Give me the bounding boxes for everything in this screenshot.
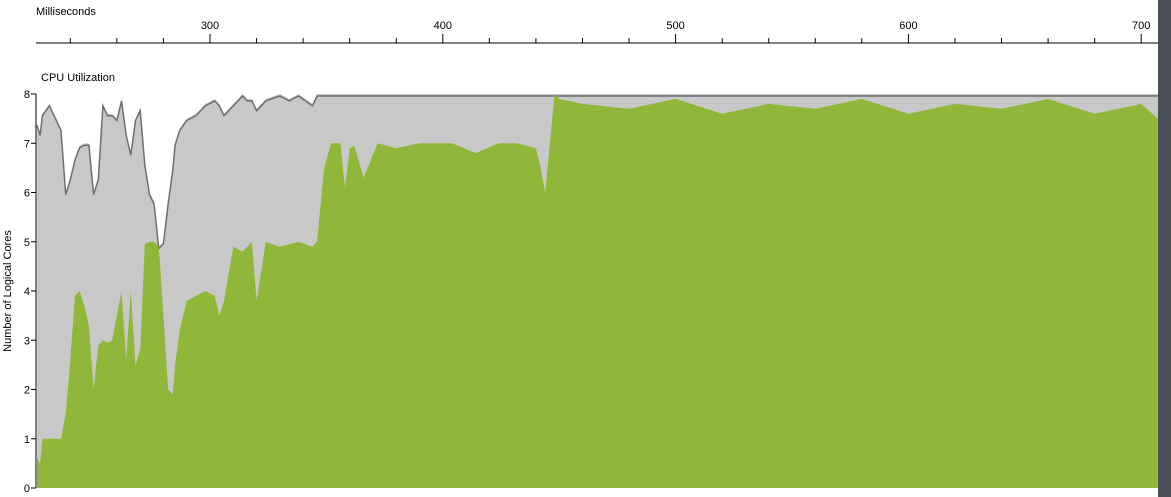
series-area-process	[37, 94, 1158, 488]
x-tick-label: 600	[899, 20, 917, 32]
time-ruler-ticks	[69, 34, 1142, 43]
time-axis-label: Milliseconds	[36, 6, 96, 18]
series-line-system	[36, 94, 1158, 251]
x-tick-label: 400	[434, 20, 452, 32]
y-tick-label: 1	[24, 434, 30, 446]
plot-area	[36, 94, 1158, 488]
x-tick-label: 300	[201, 20, 219, 32]
y-tick-label: 8	[24, 89, 30, 101]
y-tick-label: 3	[24, 335, 30, 347]
y-tick-label: 7	[24, 138, 30, 150]
time-ruler-labels: 300 400 500 600 700	[201, 20, 1151, 32]
panel-title: CPU Utilization	[41, 72, 115, 84]
x-tick-label: 700	[1132, 20, 1150, 32]
vertical-scrollbar[interactable]	[1158, 0, 1171, 497]
x-tick-label: 500	[666, 20, 684, 32]
y-axis-title: Number of Logical Cores	[2, 230, 14, 352]
y-tick-label: 6	[24, 188, 30, 200]
y-tick-label: 5	[24, 237, 30, 249]
y-axis-ticks: 0 1 2 3 4 5 6 7 8	[24, 89, 36, 495]
y-tick-label: 0	[24, 483, 30, 495]
y-tick-label: 4	[24, 286, 30, 298]
y-tick-label: 2	[24, 385, 30, 397]
